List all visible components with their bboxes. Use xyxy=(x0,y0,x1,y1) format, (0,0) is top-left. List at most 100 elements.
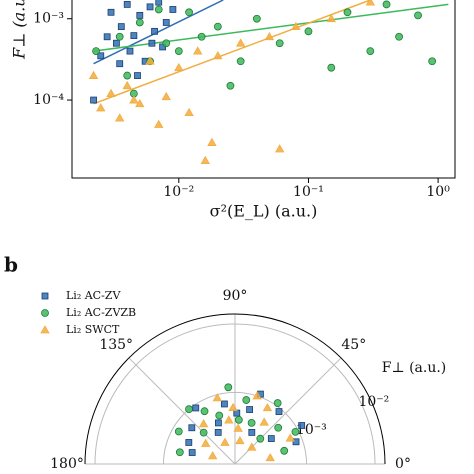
marker xyxy=(175,448,184,457)
marker xyxy=(185,439,193,446)
marker xyxy=(208,451,218,460)
marker xyxy=(123,1,131,8)
marker xyxy=(259,417,269,426)
marker xyxy=(96,103,106,112)
marker xyxy=(264,31,275,41)
marker xyxy=(224,383,233,392)
marker xyxy=(220,437,230,446)
marker xyxy=(198,419,209,428)
marker xyxy=(275,39,284,48)
marker xyxy=(292,438,300,446)
marker xyxy=(275,144,285,153)
marker xyxy=(327,63,336,72)
marker xyxy=(135,18,144,27)
marker xyxy=(103,33,111,41)
marker xyxy=(174,47,183,55)
marker xyxy=(115,32,124,41)
marker xyxy=(155,0,163,6)
marker xyxy=(247,442,257,451)
marker xyxy=(174,62,184,72)
r-axis-label: F⊥ (a.u.) xyxy=(382,360,447,376)
marker xyxy=(112,39,120,47)
marker xyxy=(148,39,156,47)
marker xyxy=(242,396,251,404)
marker xyxy=(146,3,154,11)
marker xyxy=(116,60,124,68)
marker xyxy=(154,119,164,128)
marker xyxy=(184,107,194,117)
marker xyxy=(233,423,243,432)
marker xyxy=(273,399,282,407)
theta-tick-label: 90° xyxy=(223,288,248,304)
theta-tick-label: 180° xyxy=(50,456,84,472)
marker xyxy=(151,27,158,35)
marker xyxy=(304,27,313,36)
marker xyxy=(162,19,170,26)
marker xyxy=(215,411,224,420)
marker xyxy=(126,47,134,55)
axes-frame xyxy=(71,0,456,179)
marker xyxy=(224,415,234,424)
marker xyxy=(212,393,222,402)
marker xyxy=(228,402,238,412)
marker xyxy=(129,95,139,104)
marker xyxy=(221,400,228,408)
polar-points xyxy=(174,383,306,462)
marker xyxy=(188,449,196,456)
marker xyxy=(414,11,422,20)
marker xyxy=(262,402,273,412)
marker xyxy=(252,391,262,400)
marker xyxy=(197,32,206,41)
marker xyxy=(274,423,283,432)
marker xyxy=(107,8,115,16)
marker xyxy=(280,446,289,455)
legend-label: Li₂ AC-ZV xyxy=(66,289,121,302)
marker xyxy=(247,418,256,427)
legend-marker xyxy=(41,292,49,300)
theta-tick-label: 0° xyxy=(395,456,411,472)
y-axis-label: F⊥ (a.u.) xyxy=(10,0,29,60)
marker xyxy=(162,39,171,48)
legend-marker xyxy=(41,309,49,317)
marker xyxy=(214,419,222,427)
marker xyxy=(88,70,99,79)
fit-line xyxy=(93,0,224,65)
marker xyxy=(252,14,261,23)
x-tick-label: 10⁻¹ xyxy=(293,184,324,200)
marker xyxy=(185,8,193,17)
x-tick-label: 10⁻² xyxy=(163,184,194,200)
marker xyxy=(213,51,223,60)
theta-tick-label: 45° xyxy=(341,337,366,353)
marker xyxy=(123,71,132,80)
marker xyxy=(275,408,283,415)
marker xyxy=(92,47,100,55)
marker xyxy=(366,47,375,55)
plot-area xyxy=(88,0,449,165)
marker xyxy=(185,405,193,414)
fit-line xyxy=(93,3,449,52)
marker xyxy=(115,113,125,122)
legend-label: Li₂ AC-ZVZB xyxy=(66,306,136,319)
marker xyxy=(154,5,163,14)
marker xyxy=(122,80,132,90)
marker xyxy=(248,429,256,436)
fit-line xyxy=(93,0,371,105)
marker xyxy=(246,406,253,413)
marker xyxy=(291,21,301,31)
marker xyxy=(226,81,235,90)
marker xyxy=(174,427,183,436)
marker xyxy=(169,6,177,13)
marker xyxy=(188,424,196,432)
marker xyxy=(90,96,97,104)
x-axis-label: σ²(E_L) (a.u.) xyxy=(210,202,318,221)
marker xyxy=(214,429,222,436)
marker xyxy=(145,56,155,65)
marker xyxy=(161,91,171,101)
marker xyxy=(192,404,200,412)
marker xyxy=(130,32,138,40)
marker xyxy=(428,57,437,66)
legend-marker xyxy=(40,325,50,334)
marker xyxy=(382,0,391,9)
r-tick-label: 10⁻² xyxy=(358,394,389,410)
